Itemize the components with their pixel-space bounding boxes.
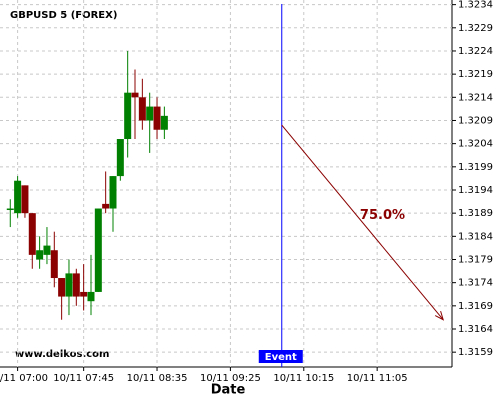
x-tick-label: 10/11 09:25 xyxy=(200,373,261,384)
candle-body xyxy=(72,273,80,297)
y-tick-label: 1.3219 xyxy=(458,69,493,80)
y-tick-label: 1.3209 xyxy=(458,115,493,126)
y-tick-label: 1.3179 xyxy=(458,254,493,265)
candle-body xyxy=(87,291,95,302)
candle-body xyxy=(65,273,73,297)
event-label-box xyxy=(258,350,303,363)
candle-body xyxy=(116,139,124,177)
y-tick-label: 1.3229 xyxy=(458,23,493,34)
candle-body xyxy=(36,250,44,260)
candle-body xyxy=(58,278,66,297)
y-tick-label: 1.3189 xyxy=(458,208,493,219)
candle-body xyxy=(124,92,132,140)
arrow-head xyxy=(434,310,445,321)
y-tick-label: 1.3184 xyxy=(458,231,493,242)
candle-body xyxy=(94,208,102,292)
y-tick-label: 1.3159 xyxy=(458,347,493,358)
y-tick-label: 1.3199 xyxy=(458,162,493,173)
candle-body xyxy=(102,203,110,209)
x-axis-label: Date xyxy=(211,383,246,398)
y-tick-label: 1.3194 xyxy=(458,185,493,196)
candle-body xyxy=(28,213,36,255)
y-tick-label: 1.3174 xyxy=(458,278,493,289)
y-tick-label: 1.3214 xyxy=(458,92,493,103)
candle-body xyxy=(6,208,14,211)
y-tick-label: 1.3204 xyxy=(458,139,493,150)
candle-body xyxy=(21,185,29,214)
candle-body xyxy=(160,115,168,130)
y-tick-label: 1.3234 xyxy=(458,0,493,11)
y-tick-label: 1.3169 xyxy=(458,301,493,312)
candle-body xyxy=(109,176,117,209)
y-tick-label: 1.3224 xyxy=(458,46,493,57)
candle-body xyxy=(14,180,22,214)
candle-body xyxy=(153,106,161,130)
candle-body xyxy=(43,245,51,255)
y-tick-label: 1.3164 xyxy=(458,324,493,335)
candle-body xyxy=(138,97,146,121)
candle-body xyxy=(131,92,139,98)
x-tick-label: 10/11 07:45 xyxy=(53,373,114,384)
prediction-label: 75.0% xyxy=(360,208,405,223)
candle-body xyxy=(80,291,88,297)
candle-body xyxy=(146,106,154,121)
x-tick-label: 10/11 10:15 xyxy=(273,373,334,384)
x-tick-label: 10/11 07:00 xyxy=(0,373,48,384)
chart-title: GBPUSD 5 (FOREX) xyxy=(10,10,117,21)
x-tick-label: 10/11 11:05 xyxy=(347,373,408,384)
watermark: www.delkos.com xyxy=(15,349,109,360)
event-label: Event xyxy=(265,352,297,363)
candle-body xyxy=(50,250,58,279)
x-tick-label: 10/11 08:35 xyxy=(127,373,188,384)
prediction-arrow xyxy=(281,124,444,321)
